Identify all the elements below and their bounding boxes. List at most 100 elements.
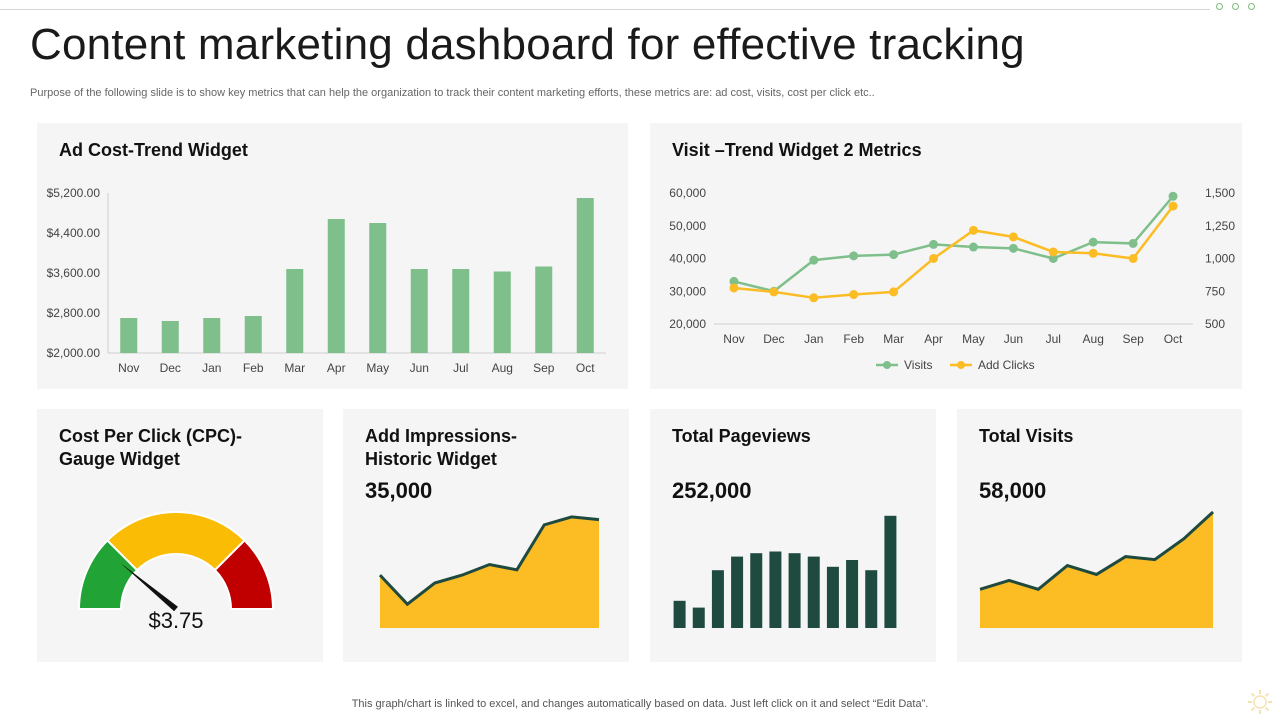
bar	[161, 321, 179, 353]
cpc-gauge[interactable]: $3.75	[37, 409, 323, 662]
bar	[788, 553, 801, 628]
data-point	[1168, 201, 1178, 211]
total-visits-value: 58,000	[979, 478, 1047, 503]
bar	[807, 556, 820, 628]
bar	[711, 570, 724, 628]
y-left-tick-label: 20,000	[669, 317, 706, 331]
y-left-tick-label: 30,000	[669, 284, 706, 298]
pageviews-card[interactable]: Total Pageviews 252,000	[650, 409, 936, 662]
bar	[769, 551, 782, 628]
bar	[327, 219, 345, 353]
cpc-title-line2: Gauge Widget	[59, 449, 180, 469]
top-divider-line	[0, 9, 1210, 10]
bar	[535, 266, 553, 353]
x-tick-label: Oct	[1164, 332, 1183, 346]
bar	[120, 318, 138, 353]
data-point	[889, 287, 899, 297]
y-right-tick-label: 750	[1205, 284, 1225, 298]
x-tick-label: Nov	[118, 361, 139, 375]
data-point	[809, 255, 819, 265]
ad-cost-card[interactable]: Ad Cost-Trend Widget $2,000.00 $2,800.00 $…	[37, 123, 628, 389]
data-point	[769, 287, 779, 297]
gear-icon	[1248, 690, 1272, 714]
data-point	[968, 242, 978, 252]
legend-label: Add Clicks	[978, 358, 1035, 372]
data-point	[1048, 254, 1058, 263]
x-tick-label: Aug	[492, 361, 513, 375]
impressions-title-line2: Historic Widget	[365, 449, 497, 469]
page-title: Content marketing dashboard for effectiv…	[30, 20, 1025, 69]
dot-icon	[1216, 3, 1223, 10]
data-point	[889, 250, 899, 260]
total-visits-card-title: Total Visits	[979, 426, 1074, 446]
legend-marker	[883, 361, 891, 369]
y-tick-label: $4,400.00	[47, 226, 101, 240]
y-right-tick-label: 1,500	[1205, 186, 1235, 200]
impressions-card-title: Add Impressions- Historic Widget	[365, 425, 517, 471]
cpc-gauge-card[interactable]: Cost Per Click (CPC)- Gauge Widget $3.75	[37, 409, 323, 662]
y-left-tick-label: 40,000	[669, 252, 706, 266]
x-tick-label: Jan	[804, 332, 823, 346]
y-left-tick-label: 60,000	[669, 186, 706, 200]
bar	[203, 318, 221, 353]
x-tick-label: Sep	[1122, 332, 1144, 346]
data-point	[968, 225, 978, 235]
legend-label: Visits	[904, 358, 932, 372]
dot-icon	[1248, 3, 1255, 10]
bar	[244, 316, 262, 353]
visit-trend-card[interactable]: Visit –Trend Widget 2 Metrics 20,000 30,0…	[650, 123, 1242, 389]
x-tick-label: Dec	[160, 361, 181, 375]
ad-cost-chart[interactable]: $2,000.00 $2,800.00 $3,600.00 $4,400.00 $5,2…	[37, 123, 628, 389]
total-visits-area-chart[interactable]	[957, 409, 1242, 662]
bar	[731, 556, 744, 628]
data-point	[1008, 232, 1018, 242]
data-point	[729, 276, 739, 286]
x-tick-label: May	[366, 361, 389, 375]
y-left-tick-label: 50,000	[669, 219, 706, 233]
bar	[493, 271, 511, 353]
y-right-tick-label: 1,000	[1205, 252, 1235, 266]
data-point	[729, 283, 739, 293]
area-fill	[980, 511, 1213, 628]
bar	[410, 269, 428, 353]
y-right-tick-label: 1,250	[1205, 219, 1235, 233]
y-tick-label: $5,200.00	[47, 186, 101, 200]
cpc-title-line1: Cost Per Click (CPC)-	[59, 426, 243, 446]
cpc-value: $3.75	[148, 608, 203, 633]
impressions-title-line1: Add Impressions-	[365, 426, 518, 446]
bar	[576, 198, 594, 353]
x-tick-label: Jun	[1004, 332, 1023, 346]
bar	[884, 515, 897, 628]
pageviews-value: 252,000	[672, 478, 752, 503]
x-tick-label: Jul	[453, 361, 468, 375]
x-tick-label: Jun	[410, 361, 429, 375]
x-tick-label: Jul	[1046, 332, 1061, 346]
x-tick-label: May	[962, 332, 985, 346]
legend-marker	[957, 361, 965, 369]
bar	[452, 269, 470, 353]
data-point	[809, 293, 819, 303]
page-subtitle: Purpose of the following slide is to sho…	[30, 87, 875, 99]
impressions-value: 35,000	[365, 478, 433, 503]
impressions-card[interactable]: Add Impressions- Historic Widget 35,000	[343, 409, 629, 662]
gauge-segment	[213, 538, 275, 610]
bar	[369, 223, 387, 353]
pageviews-bar-chart[interactable]	[650, 409, 936, 662]
x-tick-label: Sep	[533, 361, 555, 375]
impressions-area-chart[interactable]	[343, 409, 629, 662]
x-tick-label: Apr	[924, 332, 943, 346]
bar	[865, 570, 878, 628]
visit-trend-chart[interactable]: 20,000 30,000 40,000 50,000 60,000 500 750 1,00…	[650, 123, 1242, 389]
footer-note: This graph/chart is linked to excel, and…	[351, 698, 929, 710]
bar	[846, 560, 859, 628]
total-visits-card[interactable]: Total Visits 58,000	[957, 409, 1242, 662]
bar	[692, 607, 705, 628]
x-tick-label: Oct	[576, 361, 595, 375]
series-line	[733, 205, 1175, 300]
y-tick-label: $2,800.00	[47, 306, 101, 320]
x-tick-label: Apr	[327, 361, 346, 375]
area-line	[979, 510, 1215, 591]
data-point	[929, 254, 939, 263]
visit-trend-card-title: Visit –Trend Widget 2 Metrics	[672, 140, 922, 160]
x-tick-label: Mar	[883, 332, 904, 346]
